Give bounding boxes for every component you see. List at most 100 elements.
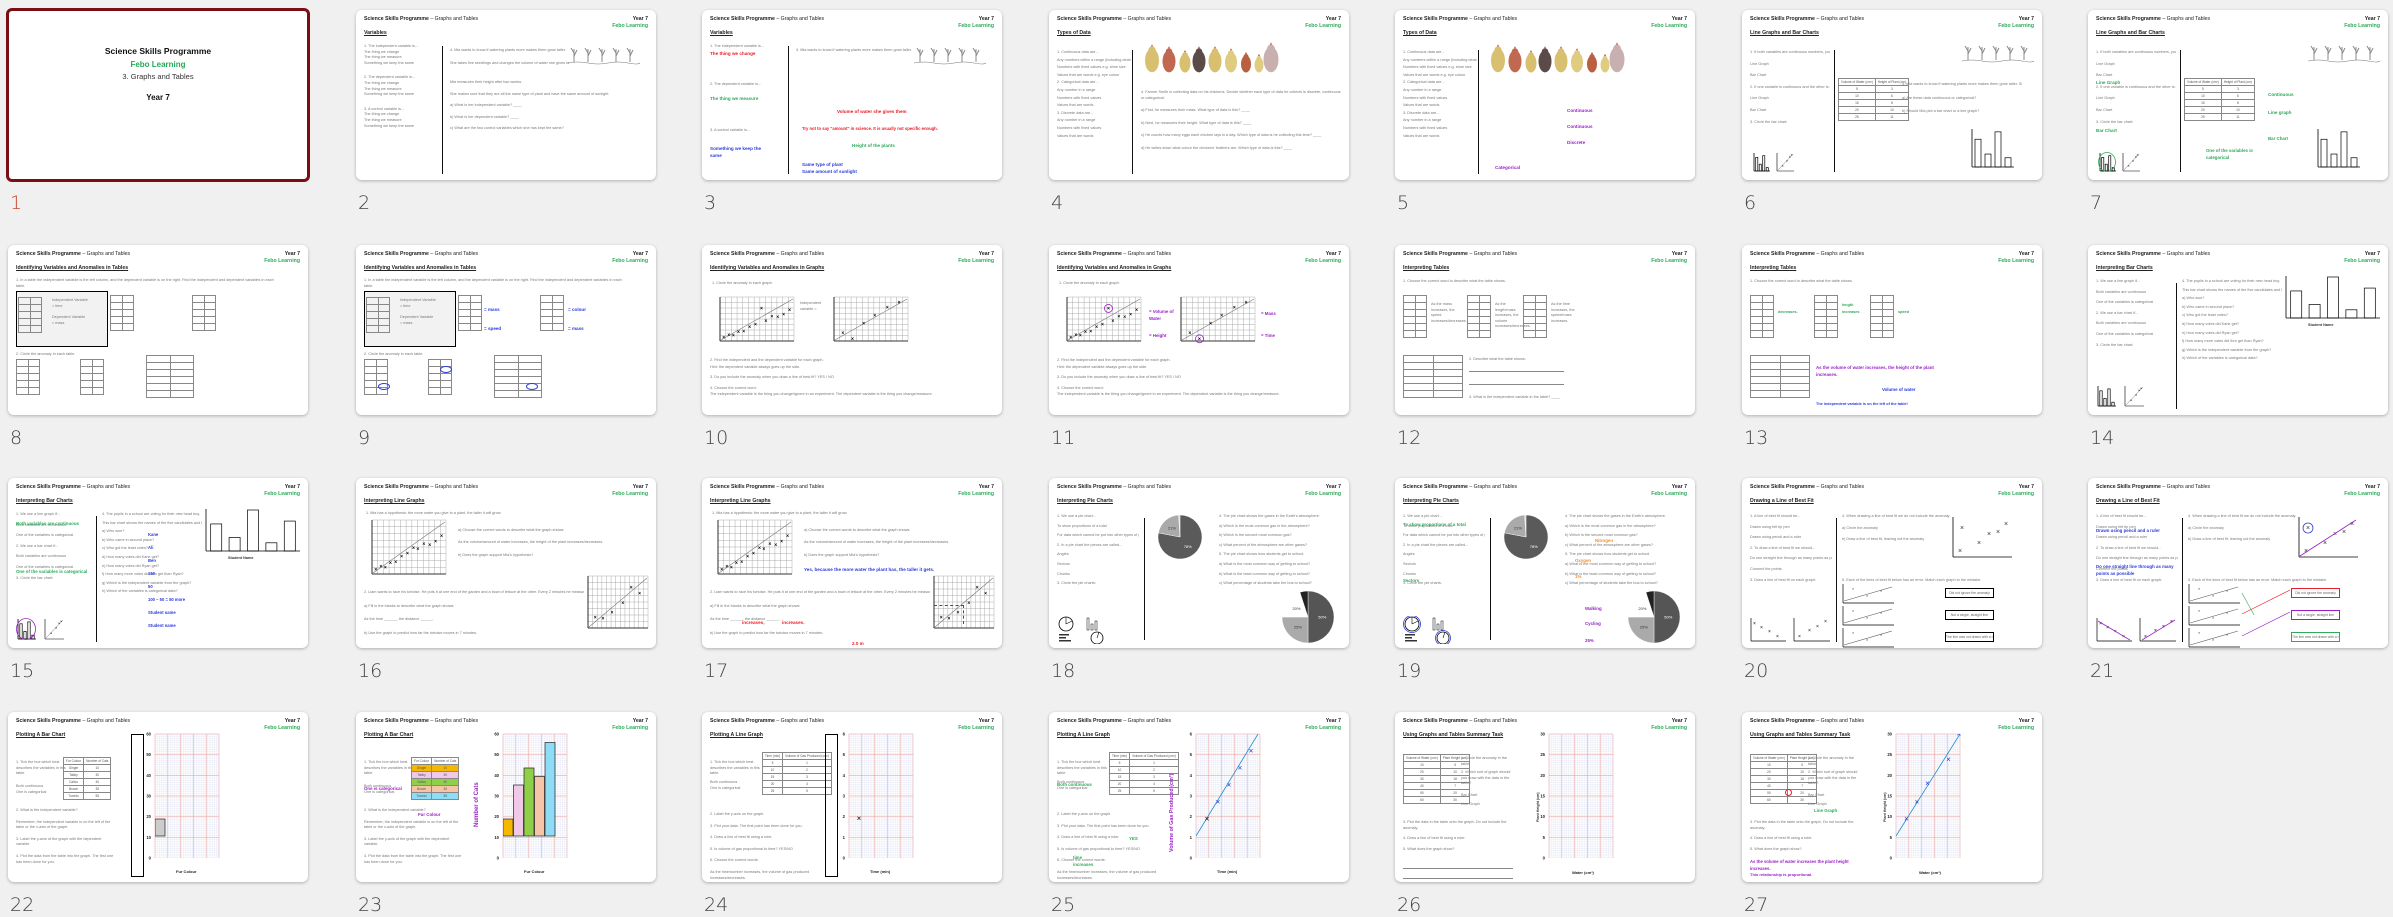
slide-thumbnail-wrapper: Science Skills Programme – Graphs and Ta… [8,245,308,449]
slide-thumbnail-6[interactable]: Science Skills Programme – Graphs and Ta… [1742,10,2042,180]
svg-text:30: 30 [1540,732,1545,737]
graph-paper: 60 50 40 30 20 10 0 [146,732,220,861]
slide-thumbnail-10[interactable]: Science Skills Programme – Graphs and Ta… [702,245,1002,415]
pie-chart: 50% 25% 20% [1627,590,1681,644]
mini-table [1814,295,1838,338]
svg-text:×: × [1958,548,1962,555]
slide-thumbnail-wrapper: Science Skills Programme – Graphs and Ta… [702,10,1002,214]
plants-illustration [1962,45,2034,63]
svg-text:0: 0 [149,856,152,861]
slide-thumbnail-17[interactable]: Science Skills Programme – Graphs and Ta… [702,478,1002,648]
left-text: 1. Continuous data are... Any numbers wit… [1057,50,1131,138]
slide-thumbnail-12[interactable]: Science Skills Programme – Graphs and Ta… [1395,245,1695,415]
example-labels: Independent Variable = time Dependent Vari… [400,298,436,325]
year-label: Year 7 [1671,718,1687,724]
answer-text: Bar Chart [2268,136,2289,141]
svg-text:0: 0 [1890,856,1893,861]
svg-text:×: × [1786,158,1789,163]
svg-text:×: × [1107,306,1110,312]
q1-text: 1. Mia has a hypothesis: the more water … [712,511,848,515]
chart-type-icons [1058,616,1104,644]
svg-text:×: × [2130,398,2133,403]
divider [442,46,443,174]
svg-text:×: × [1117,314,1120,320]
slide-thumbnail-20[interactable]: Science Skills Programme – Graphs and Ta… [1742,478,2042,648]
answer-text: One of the variables is categorical [16,569,88,574]
data-table: Time (min) Volume of Gas Produced (cm³) 5 1… [761,752,832,795]
svg-text:×: × [1209,321,1212,327]
year-label: Year 7 [632,251,648,257]
svg-text:×: × [1111,318,1114,324]
svg-text:×: × [1798,634,1801,640]
slide-thumbnail-wrapper: Science Skills Programme – Graphs and Ta… [1395,712,1695,916]
slide-thumbnail-19[interactable]: Science Skills Programme – Graphs and Ta… [1395,478,1695,648]
plants-illustration [914,47,986,65]
svg-text:5: 5 [843,752,846,757]
svg-text:×: × [58,621,61,626]
slide-thumbnail-11[interactable]: Science Skills Programme – Graphs and Ta… [1049,245,1349,415]
y-axis-label: Number of Cats [474,782,480,827]
svg-text:×: × [2212,637,2215,642]
slide-thumbnail-23[interactable]: Science Skills Programme – Graphs and Ta… [356,712,656,882]
slide-thumbnail-21[interactable]: Science Skills Programme – Graphs and Ta… [2088,478,2388,648]
slide-thumbnail-22[interactable]: Science Skills Programme – Graphs and Ta… [8,712,308,882]
slide-thumbnail-1[interactable]: Science Skills Programme Febo Learning 3… [6,8,310,182]
title-line-2: Febo Learning [130,60,186,69]
chickens-illustration [1145,42,1279,73]
svg-text:×: × [55,625,58,630]
slide-thumbnail-14[interactable]: Science Skills Programme – Graphs and Ta… [2088,245,2388,415]
slide-thumbnail-4[interactable]: Science Skills Programme – Graphs and Ta… [1049,10,1349,180]
slide-number: 17 [704,660,729,682]
slide-thumbnail-18[interactable]: Science Skills Programme – Graphs and Ta… [1049,478,1349,648]
line-graph: ××××××××××××× [717,519,793,575]
answer-text: Bar Chart [2096,128,2117,133]
slide-thumbnail-9[interactable]: Science Skills Programme – Graphs and Ta… [356,245,656,415]
slide-thumbnail-26[interactable]: Science Skills Programme – Graphs and Ta… [1395,712,1695,882]
slide-thumbnail-3[interactable]: Science Skills Programme – Graphs and Ta… [702,10,1002,180]
mistake-option: Not a single, straight line [2291,610,2340,620]
answer-text: 50 [148,584,153,589]
slide-heading: Interpreting Tables [1750,265,1797,271]
slide-number: 12 [1397,427,1422,449]
slide-number: 7 [2090,192,2103,214]
bar-chart [2098,152,2116,172]
answer-text: Continuous [1567,124,1593,129]
right-text: 4. Mia wants to know if watering plants … [796,48,912,52]
svg-text:×: × [873,313,876,319]
slide-thumbnail-wrapper: Science Skills Programme – Graphs and Ta… [702,245,1002,449]
slide-thumbnail-27[interactable]: Science Skills Programme – Graphs and Ta… [1742,712,2042,882]
svg-text:50: 50 [494,752,499,757]
brand-label: Febo Learning [612,725,648,731]
slide-thumbnail-2[interactable]: Science Skills Programme – Graphs and Ta… [356,10,656,180]
svg-text:×: × [2135,392,2138,397]
mistake-graph: × × × [1842,584,1894,604]
slide-thumbnail-5[interactable]: Science Skills Programme – Graphs and Ta… [1395,10,1695,180]
year-label: Year 7 [632,718,648,724]
divider [1144,518,1145,640]
slide-thumbnail-8[interactable]: Science Skills Programme – Graphs and Ta… [8,245,308,415]
slide-thumbnail-7[interactable]: Science Skills Programme – Graphs and Ta… [2088,10,2388,180]
chart-type-icons [1403,616,1451,644]
svg-text:×: × [752,551,755,557]
slide-heading: Plotting A Bar Chart [16,732,66,738]
slide-header: Science Skills Programme – Graphs and Ta… [16,718,131,724]
slide-number: 24 [704,894,729,916]
svg-text:×: × [2198,608,2201,613]
slide-thumbnail-24[interactable]: Science Skills Programme – Graphs and Ta… [702,712,1002,882]
svg-text:×: × [2099,621,2102,627]
slide-thumbnail-25[interactable]: Science Skills Programme – Graphs and Ta… [1049,712,1349,882]
divider [2180,50,2181,172]
brand-label: Febo Learning [1651,23,1687,29]
answer-text: As the volume of water increases the pla… [1750,859,1849,871]
slide-thumbnail-15[interactable]: Science Skills Programme – Graphs and Ta… [8,478,308,648]
slide-thumbnail-16[interactable]: Science Skills Programme – Graphs and Ta… [356,478,656,648]
brand-label: Febo Learning [1305,258,1341,264]
svg-text:×: × [2350,521,2354,528]
plants-illustration [568,47,640,65]
bar-chart [2285,276,2380,319]
mini-table [458,295,482,331]
slide-thumbnail-13[interactable]: Science Skills Programme – Graphs and Ta… [1742,245,2042,415]
y-axis-label-box [825,734,838,877]
line-graph: × × × × × × [587,575,649,629]
brand-label: Febo Learning [1998,258,2034,264]
